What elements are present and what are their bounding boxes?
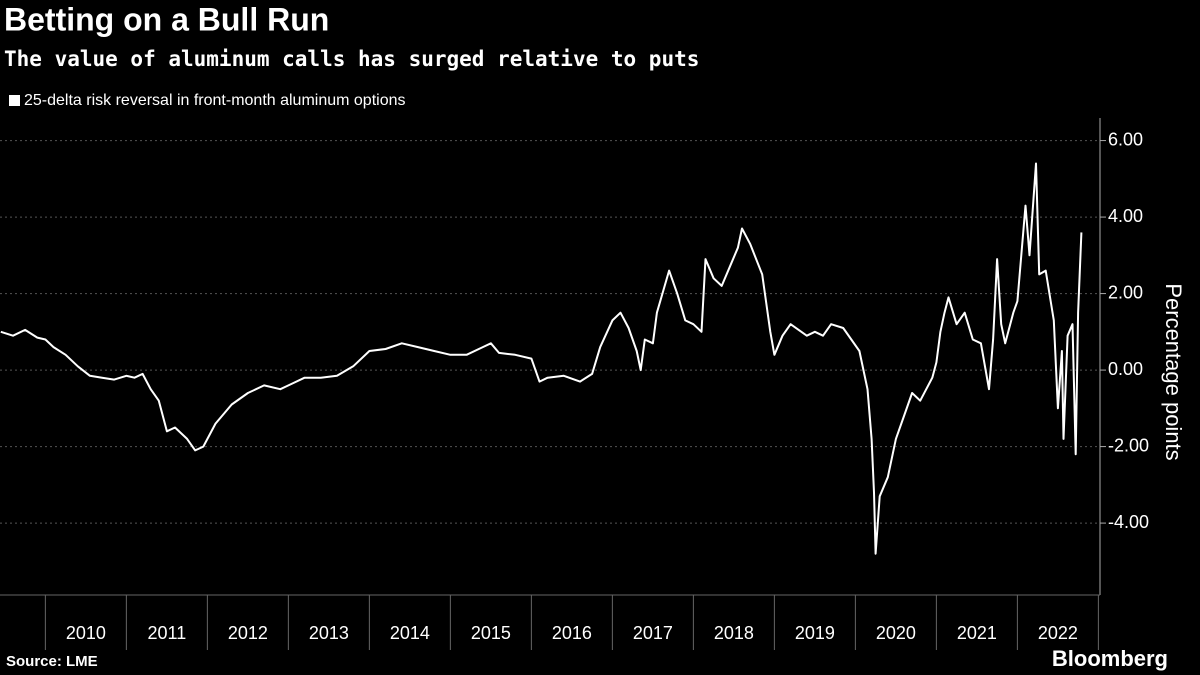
x-tick-label: 2022	[1038, 623, 1078, 643]
y-axis-label: Percentage points	[1161, 283, 1186, 460]
x-tick-label: 2017	[633, 623, 673, 643]
y-tick-label: -2.00	[1108, 435, 1149, 455]
x-tick-label: 2019	[795, 623, 835, 643]
legend-label: 25-delta risk reversal in front-month al…	[24, 92, 406, 109]
y-tick-label: 2.00	[1108, 282, 1143, 302]
x-tick-label: 2021	[957, 623, 997, 643]
x-tick-label: 2016	[552, 623, 592, 643]
legend-swatch	[9, 95, 20, 106]
chart-subtitle: The value of aluminum calls has surged r…	[4, 47, 699, 71]
x-tick-label: 2014	[390, 623, 430, 643]
x-tick-label: 2013	[309, 623, 349, 643]
x-tick-label: 2010	[66, 623, 106, 643]
x-tick-label: 2011	[148, 623, 187, 643]
y-tick-label: 4.00	[1108, 206, 1143, 226]
x-tick-label: 2012	[228, 623, 268, 643]
chart-title: Betting on a Bull Run	[4, 1, 329, 37]
y-tick-label: 6.00	[1108, 129, 1143, 149]
y-tick-label: -4.00	[1108, 512, 1149, 532]
x-tick-label: 2018	[714, 623, 754, 643]
line	[0, 162, 1083, 555]
source: Source: LME	[6, 653, 98, 670]
x-tick-label: 2015	[471, 623, 511, 643]
brand: Bloomberg	[1052, 646, 1168, 671]
y-tick-label: 0.00	[1108, 359, 1143, 379]
x-tick-label: 2020	[876, 623, 916, 643]
